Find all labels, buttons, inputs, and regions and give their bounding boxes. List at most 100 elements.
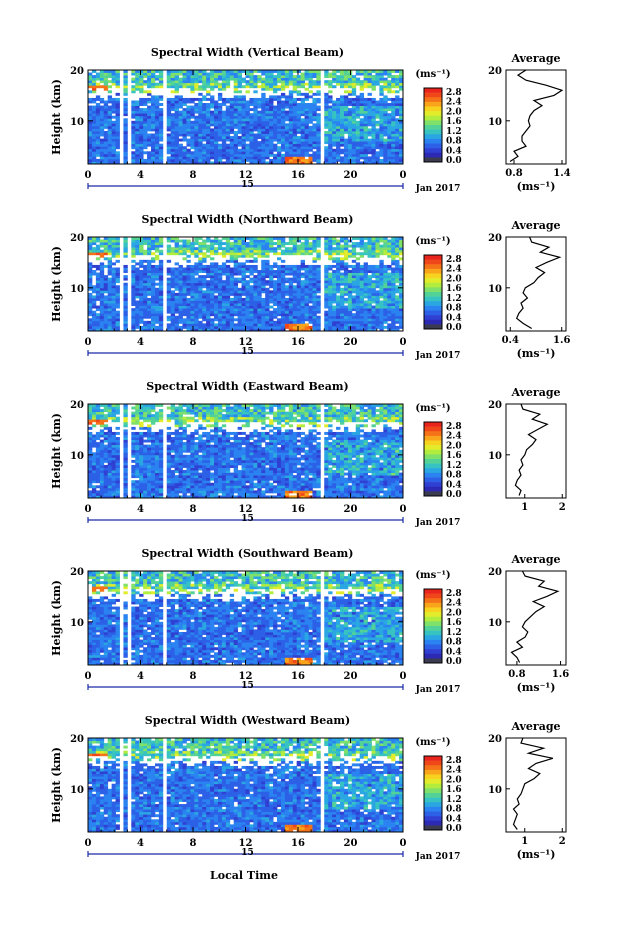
heatmap-cell bbox=[343, 320, 349, 324]
heatmap-cell bbox=[280, 100, 286, 104]
heatmap-cell bbox=[379, 310, 384, 314]
heatmap-cell bbox=[312, 325, 317, 329]
heatmap-cell bbox=[284, 70, 290, 73]
heatmap-cell bbox=[340, 282, 345, 286]
heatmap-cell bbox=[375, 297, 380, 301]
heatmap-cell bbox=[214, 70, 219, 73]
heatmap-cell bbox=[194, 153, 199, 157]
heatmap-cell bbox=[170, 239, 176, 243]
heatmap-cell bbox=[237, 118, 242, 122]
heatmap-cell bbox=[202, 103, 207, 106]
heatmap-cell bbox=[95, 143, 101, 147]
heatmap-cell bbox=[284, 315, 290, 319]
heatmap-cell bbox=[328, 95, 333, 99]
heatmap-cell bbox=[241, 267, 246, 271]
heatmap-cell bbox=[241, 247, 246, 251]
heatmap-cell bbox=[99, 120, 105, 124]
heatmap-cell bbox=[174, 305, 179, 309]
heatmap-cell bbox=[395, 85, 400, 89]
heatmap-cell bbox=[221, 287, 227, 291]
heatmap-cell bbox=[316, 108, 321, 112]
heatmap-cell bbox=[178, 239, 183, 243]
heatmap-cell bbox=[391, 287, 396, 291]
heatmap-cell bbox=[221, 303, 227, 306]
heatmap-cell bbox=[367, 70, 372, 73]
heatmap-cell bbox=[371, 242, 376, 246]
heatmap-cell bbox=[237, 85, 242, 89]
heatmap-cell bbox=[88, 153, 93, 157]
heatmap-cell bbox=[115, 143, 120, 147]
heatmap-cell bbox=[190, 300, 195, 304]
heatmap-cell bbox=[253, 315, 258, 319]
heatmap-cell bbox=[166, 249, 172, 253]
heatmap-cell bbox=[217, 85, 223, 89]
heatmap-cell bbox=[135, 153, 140, 157]
heatmap-cell bbox=[296, 138, 302, 142]
heatmap-cell bbox=[359, 130, 365, 134]
heatmap-cell bbox=[379, 267, 384, 271]
heatmap-cell bbox=[332, 115, 337, 119]
heatmap-cell bbox=[328, 303, 333, 306]
heatmap-cell bbox=[170, 82, 176, 86]
heatmap-cell bbox=[363, 264, 368, 268]
heatmap-cell bbox=[273, 303, 278, 306]
heatmap-cell bbox=[379, 125, 384, 129]
heatmap-cell bbox=[387, 318, 392, 322]
heatmap-cell bbox=[103, 108, 109, 112]
heatmap-cell bbox=[123, 282, 128, 286]
heatmap-cell bbox=[273, 320, 278, 324]
heatmap-cell bbox=[158, 110, 164, 114]
heatmap-cell bbox=[158, 239, 164, 243]
heatmap-cell bbox=[324, 146, 329, 150]
heatmap-cell bbox=[115, 270, 120, 273]
heatmap-cell bbox=[111, 249, 116, 253]
heatmap-cell bbox=[340, 70, 345, 73]
heatmap-cell bbox=[257, 318, 262, 322]
heatmap-cell bbox=[387, 82, 392, 86]
heatmap-cell bbox=[288, 118, 294, 122]
heatmap-cell bbox=[277, 141, 282, 145]
heatmap-cell bbox=[241, 297, 246, 301]
heatmap-cell bbox=[387, 264, 392, 268]
heatmap-cell bbox=[367, 267, 372, 271]
heatmap-cell bbox=[340, 323, 345, 327]
heatmap-cell bbox=[324, 320, 329, 324]
heatmap-cell bbox=[111, 318, 116, 322]
heatmap-cell bbox=[206, 148, 211, 152]
heatmap-cell bbox=[190, 277, 195, 281]
y-tick-label: 10 bbox=[70, 284, 84, 295]
heatmap-cell bbox=[210, 103, 215, 106]
heatmap-cell bbox=[139, 151, 144, 155]
heatmap-cell bbox=[269, 153, 274, 157]
heatmap-cell bbox=[336, 148, 341, 152]
heatmap-cell bbox=[300, 310, 305, 314]
heatmap-cell bbox=[379, 328, 384, 332]
heatmap-cell bbox=[395, 270, 400, 273]
heatmap-cell bbox=[379, 262, 384, 266]
heatmap-cell bbox=[316, 320, 321, 324]
heatmap-cell bbox=[371, 120, 376, 124]
heatmap-cell bbox=[300, 100, 305, 104]
heatmap-cell bbox=[316, 267, 321, 271]
heatmap-cell bbox=[371, 128, 376, 132]
heatmap-cell bbox=[99, 146, 105, 150]
heatmap-cell bbox=[280, 72, 286, 76]
heatmap-cell bbox=[304, 303, 309, 306]
heatmap-cell bbox=[395, 310, 400, 314]
heatmap-cell bbox=[202, 297, 207, 301]
heatmap-cell bbox=[375, 120, 380, 124]
heatmap-cell bbox=[336, 153, 341, 157]
heatmap-cell bbox=[151, 267, 156, 271]
heatmap-cell bbox=[249, 138, 254, 142]
heatmap-cell bbox=[359, 143, 365, 147]
heatmap-cell bbox=[328, 141, 333, 145]
heatmap-cell bbox=[135, 143, 140, 147]
heatmap-cell bbox=[229, 242, 235, 246]
heatmap-cell bbox=[300, 323, 305, 327]
heatmap-cell bbox=[383, 237, 388, 240]
heatmap-cell bbox=[284, 303, 290, 306]
heatmap-cell bbox=[253, 295, 258, 299]
heatmap-cell bbox=[292, 75, 298, 79]
heatmap-cell bbox=[363, 153, 368, 157]
heatmap-cell bbox=[111, 110, 116, 114]
